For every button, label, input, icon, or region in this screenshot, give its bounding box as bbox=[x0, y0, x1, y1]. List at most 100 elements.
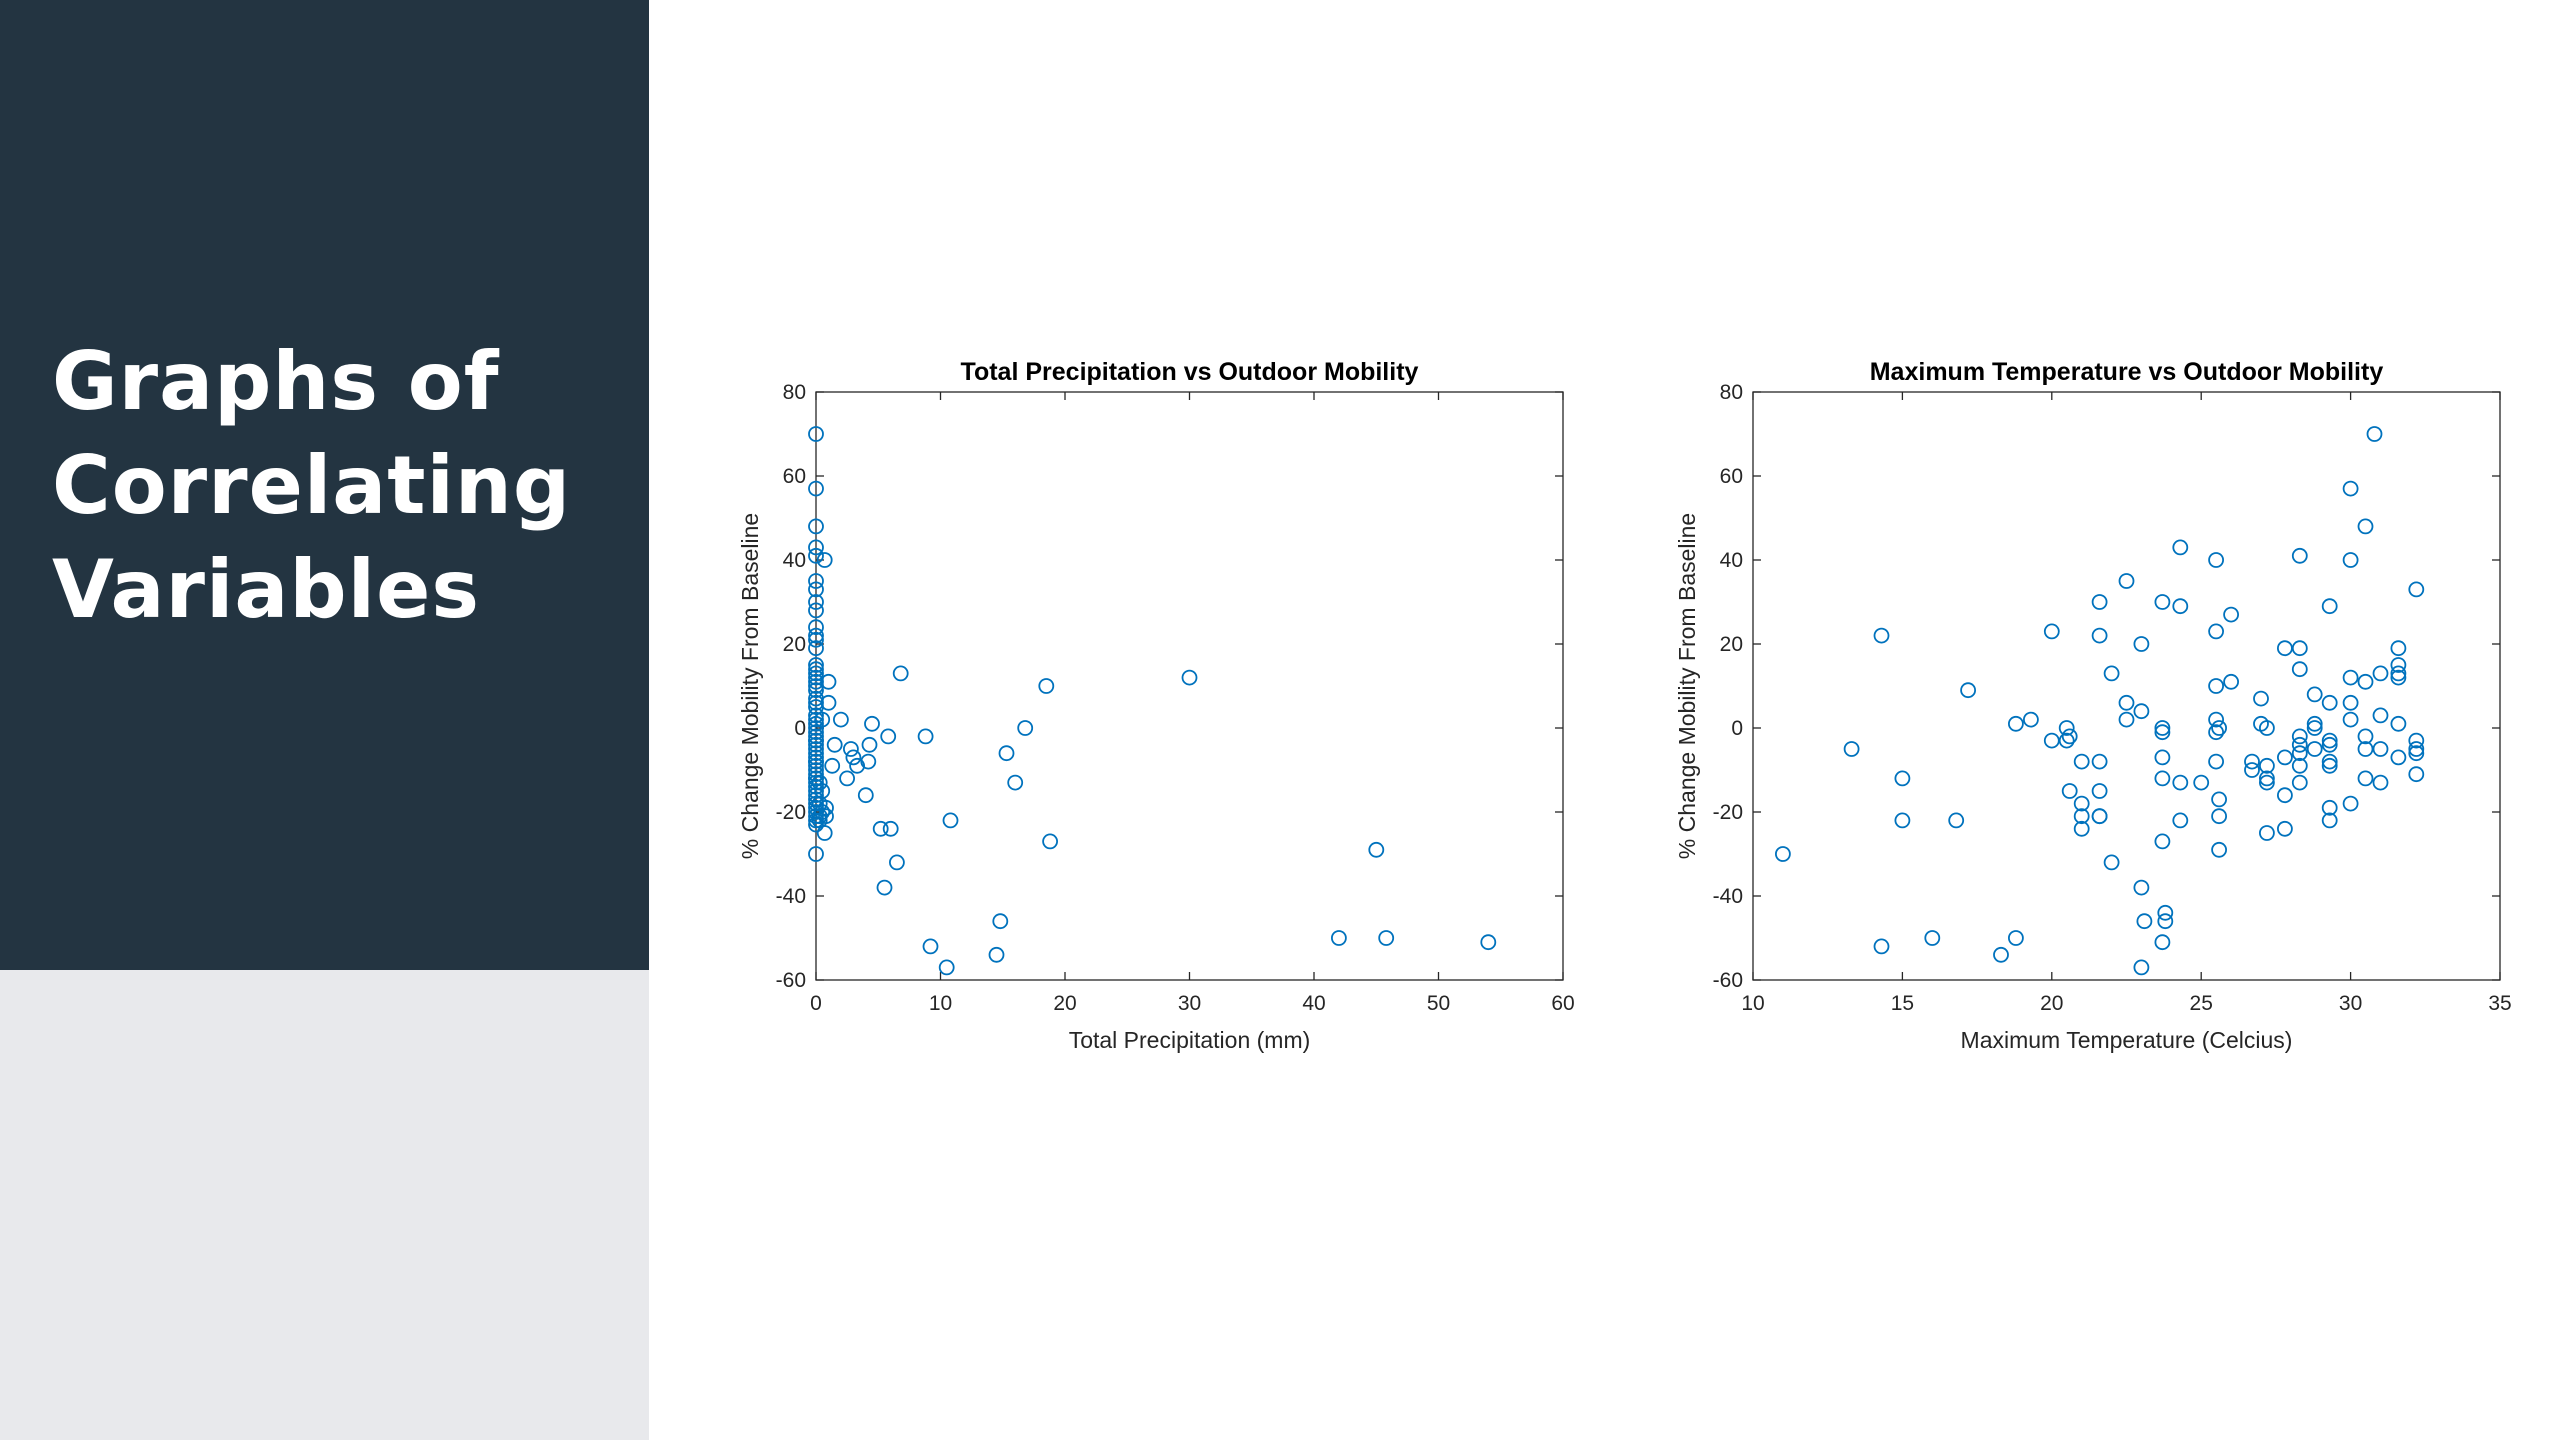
chart-1-data-point bbox=[861, 736, 878, 753]
slide-title-line-1: Graphs of bbox=[52, 335, 500, 428]
chart-2-data-point bbox=[2258, 770, 2275, 787]
chart-2-data-point bbox=[2276, 787, 2293, 804]
chart-1-data-point bbox=[845, 749, 862, 766]
chart-2-data-point bbox=[2091, 594, 2108, 610]
chart-1-data-point bbox=[882, 820, 899, 837]
chart-2-points bbox=[1775, 426, 2425, 976]
chart-2-data-point bbox=[2357, 728, 2374, 745]
chart-2-x-tick-label: 10 bbox=[1741, 992, 1764, 1015]
chart-2-data-point bbox=[2058, 732, 2075, 749]
chart-2-data-point bbox=[2091, 808, 2108, 825]
chart-2-data-point bbox=[2372, 741, 2389, 757]
chart-2-data-point bbox=[2091, 627, 2108, 644]
chart-1-data-point bbox=[818, 799, 834, 816]
chart-2-data-point bbox=[2408, 741, 2425, 757]
chart-1-data-point bbox=[917, 728, 934, 745]
chart-1-data-point bbox=[816, 552, 833, 568]
chart-2-data-point bbox=[2043, 623, 2060, 640]
chart-2-x-tick-label: 25 bbox=[2190, 992, 2213, 1015]
chart-2-data-point bbox=[2073, 820, 2090, 837]
chart-1-y-tick-label: 20 bbox=[783, 633, 806, 656]
chart-1-data-point bbox=[808, 757, 824, 774]
chart-1-data-point bbox=[814, 783, 831, 799]
chart-2-data-point bbox=[2154, 934, 2171, 951]
chart-2-data-point bbox=[2244, 762, 2260, 778]
chart-2-data-point bbox=[2408, 732, 2425, 749]
chart-2-y-tick-label: -40 bbox=[1713, 885, 1743, 908]
chart-2-data-point bbox=[2306, 715, 2323, 732]
chart-1-data-point bbox=[808, 426, 824, 442]
chart-2-data-point bbox=[2390, 669, 2407, 686]
chart-2-data-point bbox=[2291, 640, 2308, 657]
chart-2-title: Maximum Temperature vs Outdoor Mobility bbox=[1870, 358, 2384, 386]
chart-2-plot-area bbox=[1752, 391, 2501, 981]
chart-2-data-point bbox=[2321, 732, 2338, 749]
chart-2-data-point bbox=[2390, 640, 2407, 657]
chart-2-data-point bbox=[2321, 598, 2338, 615]
chart-1-ticks: 0 10 20 30 40 50 60 -60 -40 -20 0 20 40 60 80 bbox=[776, 381, 1575, 1015]
chart-2-data-point bbox=[2223, 673, 2240, 690]
chart-1-data-point bbox=[849, 757, 865, 774]
chart-2-y-tick-label: 40 bbox=[1720, 549, 1743, 572]
chart-1-y-tick-label: -20 bbox=[776, 801, 806, 824]
chart-2-data-point bbox=[2291, 757, 2308, 774]
chart-2-data-point bbox=[2390, 657, 2407, 673]
sidebar-footer-panel bbox=[0, 970, 649, 1440]
chart-1-data-point bbox=[808, 640, 824, 657]
chart-1-data-point bbox=[808, 480, 824, 497]
chart-2-data-point bbox=[2321, 736, 2338, 753]
chart-1-x-axis-label: Total Precipitation (mm) bbox=[1069, 1027, 1311, 1053]
chart-2-data-point bbox=[2211, 791, 2228, 808]
chart-2-data-point bbox=[1960, 682, 1976, 699]
chart-2-data-point bbox=[1873, 627, 1890, 644]
chart-1-data-point bbox=[833, 711, 849, 728]
chart-2-data-point bbox=[2408, 581, 2425, 598]
chart-2-data-point bbox=[2172, 598, 2189, 615]
chart-2-data-point bbox=[2258, 825, 2275, 841]
chart-2-data-point bbox=[2211, 841, 2228, 858]
chart-2-data-point bbox=[2258, 774, 2275, 791]
chart-2-data-point bbox=[2208, 711, 2225, 728]
chart-2-data-point bbox=[2118, 711, 2135, 728]
chart-2-data-point bbox=[2342, 552, 2359, 568]
chart-2-data-point bbox=[2291, 736, 2308, 753]
chart-2-data-point bbox=[2208, 724, 2225, 741]
chart-2-data-point bbox=[2408, 766, 2425, 783]
chart-2-data-point bbox=[1843, 741, 1860, 757]
chart-2-data-point bbox=[2276, 820, 2293, 837]
chart-2-data-point bbox=[2258, 757, 2275, 774]
chart-2-data-point bbox=[2321, 757, 2338, 774]
chart-2-x-tick-label: 30 bbox=[2339, 992, 2362, 1015]
chart-2-data-point bbox=[2357, 770, 2374, 787]
chart-1-data-point bbox=[839, 770, 855, 787]
chart-1-data-point bbox=[814, 804, 831, 820]
chart-2-data-point bbox=[2291, 661, 2308, 678]
chart-2-data-point bbox=[2157, 904, 2174, 921]
chart-2-data-point bbox=[2244, 753, 2260, 770]
chart-2-data-point bbox=[2366, 426, 2383, 442]
chart-1-data-point bbox=[808, 732, 824, 749]
chart-1-x-tick-label: 0 bbox=[810, 992, 822, 1015]
chart-2-data-point bbox=[1775, 846, 1791, 862]
chart-1-data-point bbox=[808, 741, 824, 757]
chart-2-data-point bbox=[2321, 799, 2338, 816]
chart-2-data-point bbox=[2208, 552, 2225, 568]
chart-2-data-point bbox=[2133, 636, 2150, 652]
chart-1-data-point bbox=[860, 753, 877, 770]
chart-1-data-point bbox=[814, 711, 831, 728]
slide-title: Graphs of Correlating Variables bbox=[52, 330, 632, 642]
chart-2-data-point bbox=[2073, 808, 2090, 825]
chart-2-data-point bbox=[2133, 879, 2150, 896]
chart-2-ticks: 10 15 20 25 30 35 -60 -40 -20 0 20 40 60 80 bbox=[1713, 381, 2512, 1015]
chart-2-data-point bbox=[2154, 724, 2171, 741]
chart-1-data-point bbox=[808, 673, 824, 690]
chart-1-data-point bbox=[876, 879, 893, 896]
chart-2-data-point bbox=[2157, 913, 2174, 930]
chart-2-data-point bbox=[1924, 930, 1941, 946]
chart-2-data-point bbox=[2372, 774, 2389, 791]
chart-1-data-point bbox=[808, 816, 824, 833]
chart-2-y-tick-label: 60 bbox=[1720, 465, 1743, 488]
chart-2-data-point bbox=[2073, 795, 2090, 812]
chart-2-data-point bbox=[2073, 753, 2090, 770]
chart-2-data-point bbox=[2091, 783, 2108, 799]
